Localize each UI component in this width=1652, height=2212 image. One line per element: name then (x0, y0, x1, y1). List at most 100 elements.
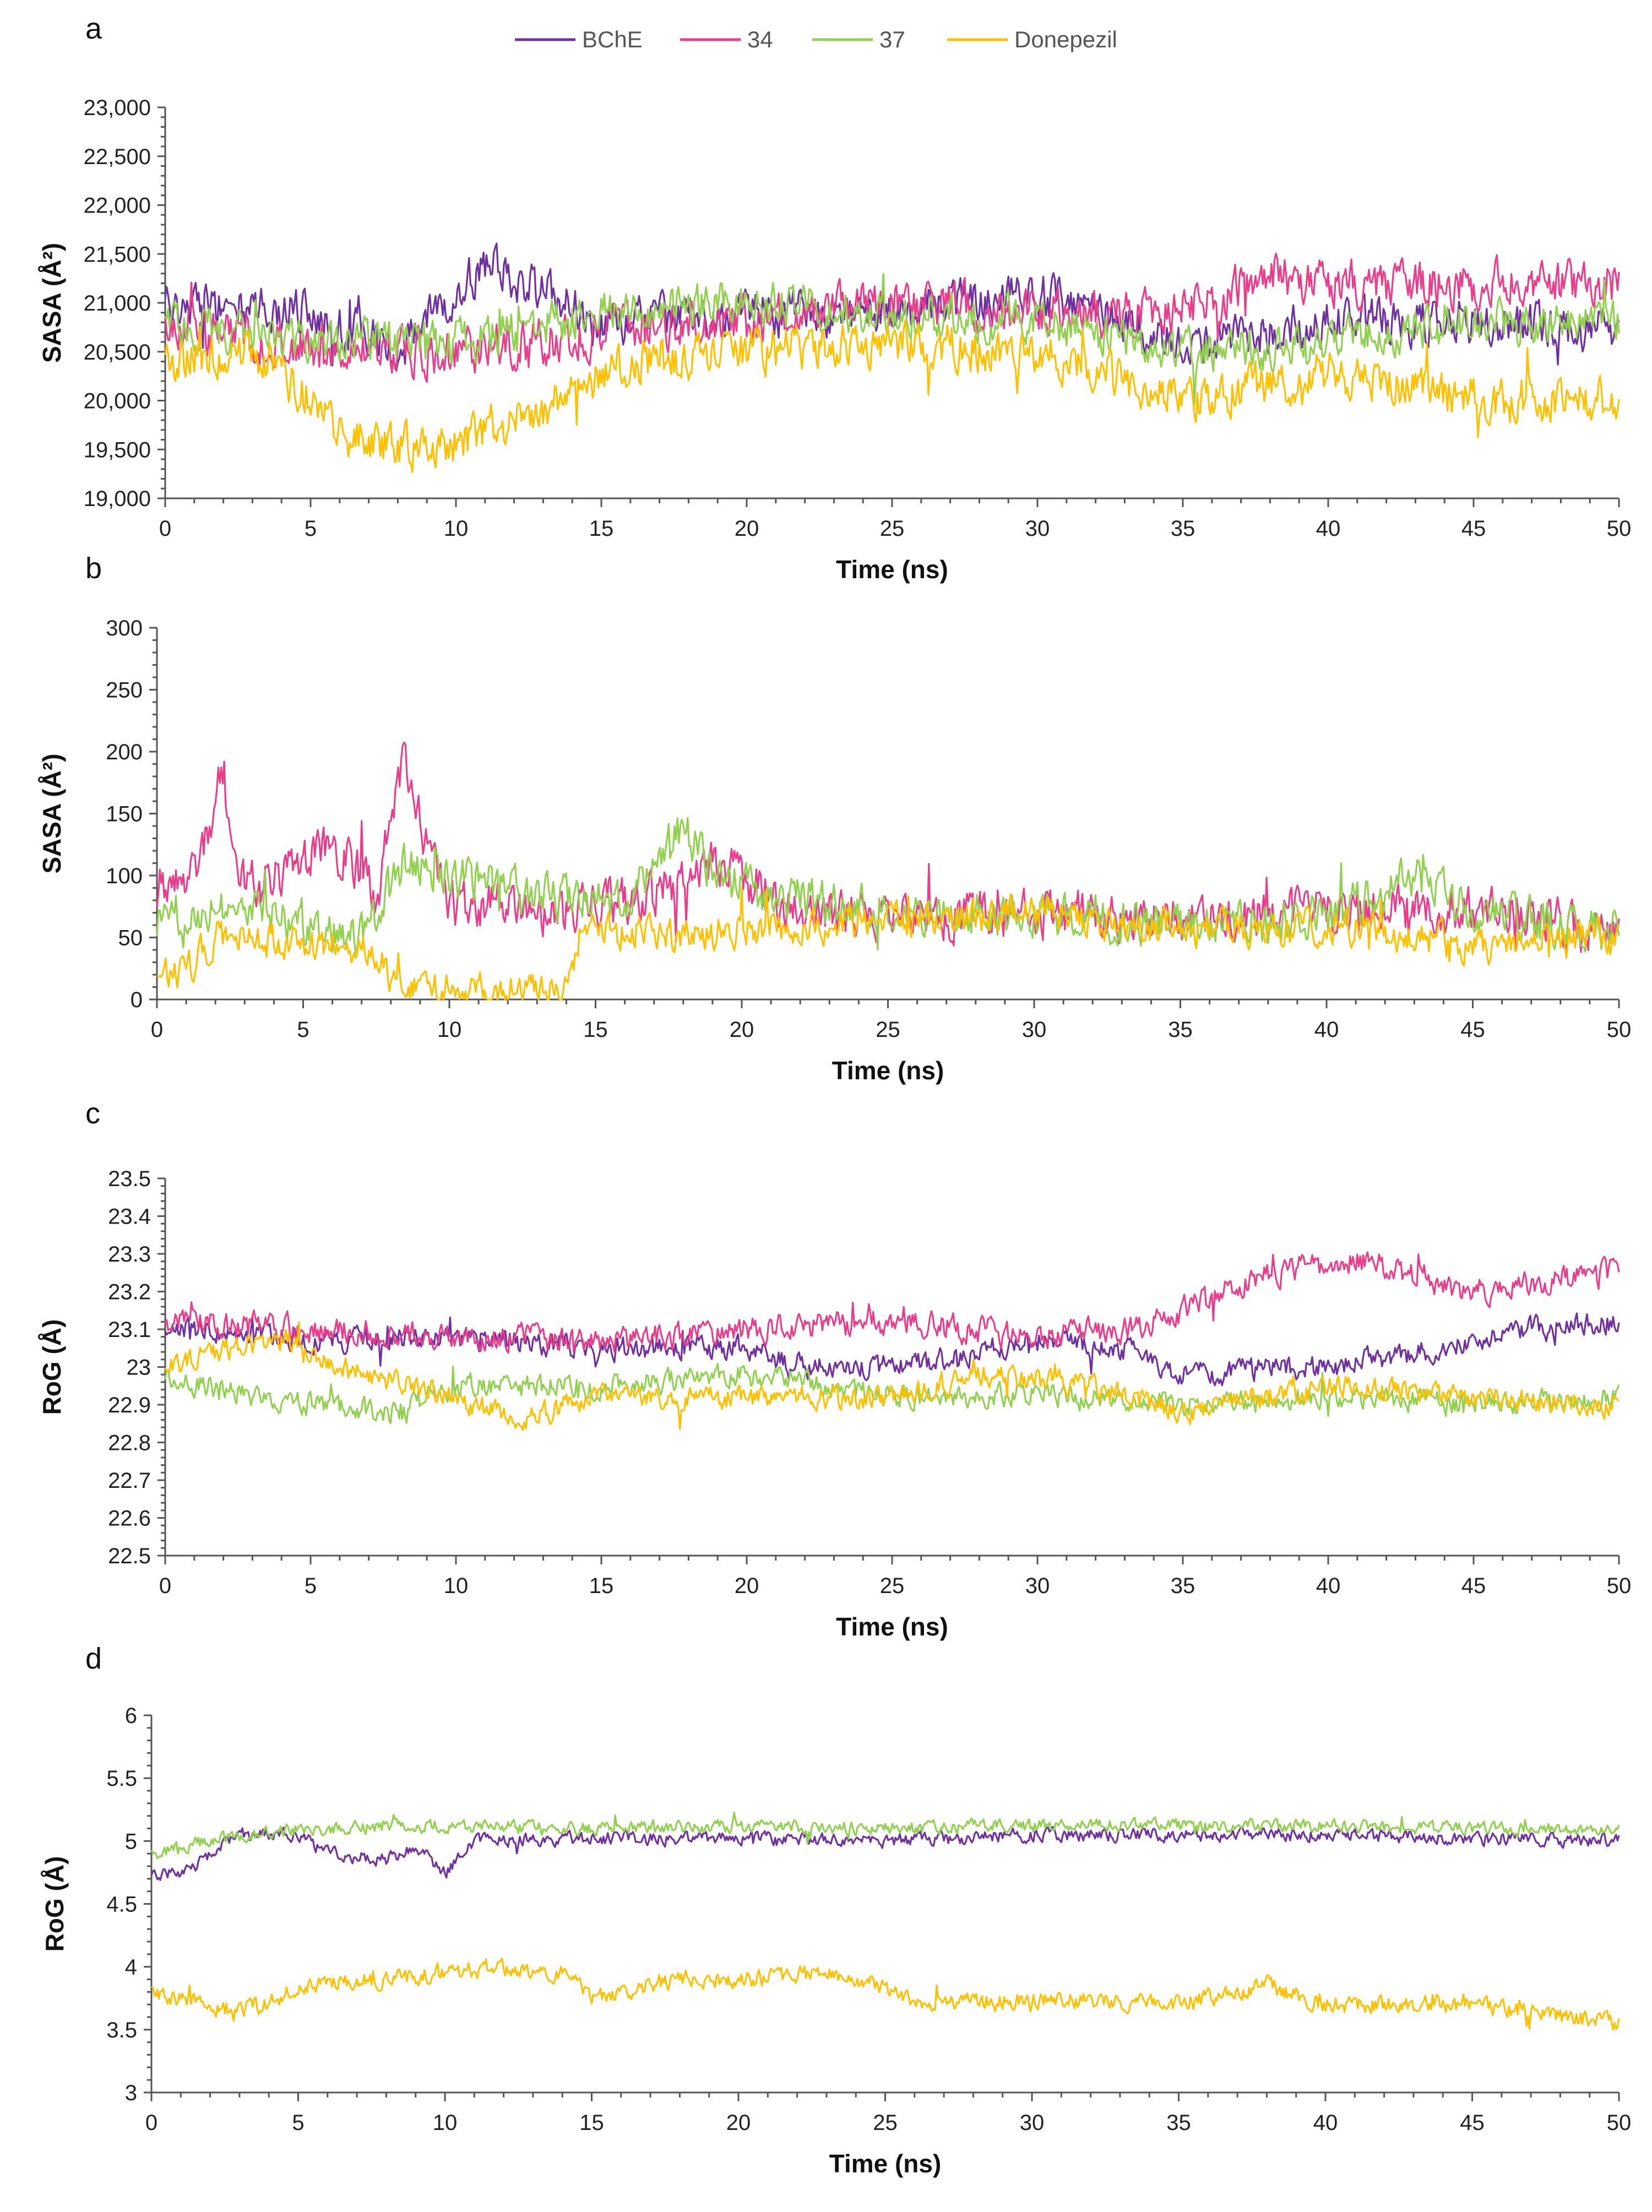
x-tick-label: 45 (1460, 2111, 1485, 2135)
x-tick-label: 15 (583, 1018, 608, 1042)
x-tick-label: 15 (589, 1574, 614, 1598)
y-tick-label: 22,000 (84, 194, 151, 218)
x-tick-label: 40 (1314, 1018, 1339, 1042)
y-tick-label: 0 (131, 988, 143, 1012)
y-tick-label: 22.6 (108, 1507, 151, 1531)
y-tick-label: 250 (106, 678, 143, 703)
legend-label: 34 (747, 26, 773, 52)
x-tick-label: 35 (1171, 1574, 1195, 1598)
x-tick-label: 45 (1461, 517, 1486, 541)
panel-letter: c (85, 1097, 100, 1130)
x-tick-label: 25 (876, 1018, 900, 1042)
x-tick-label: 35 (1166, 2111, 1191, 2135)
x-tick-label: 50 (1607, 1574, 1632, 1598)
x-tick-label: 25 (880, 1574, 905, 1598)
x-axis-title: Time (ns) (829, 2149, 942, 2178)
y-tick-label: 23.2 (108, 1280, 151, 1305)
y-tick-label: 5 (125, 1829, 137, 1854)
y-tick-label: 6 (125, 1704, 137, 1728)
y-axis-title: SASA (Å²) (37, 753, 66, 873)
x-tick-label: 5 (305, 517, 317, 541)
x-tick-label: 10 (444, 1574, 469, 1598)
panel-b-sasa-ligand: b 0 5 10 15 20 25 30 35 40 45 50 0 50 100 150 200 250 300 T… (37, 552, 1631, 1085)
x-tick-label: 50 (1607, 1018, 1632, 1042)
x-tick-label: 20 (735, 517, 759, 541)
x-tick-label: 45 (1461, 1574, 1486, 1598)
x-tick-label: 40 (1316, 1574, 1341, 1598)
x-tick-label: 40 (1313, 2111, 1338, 2135)
legend-item-34: 34 (680, 26, 773, 52)
y-tick-label: 200 (106, 740, 143, 764)
x-axis-title: Time (ns) (836, 1612, 948, 1641)
x-tick-label: 20 (730, 1018, 754, 1042)
x-tick-label: 30 (1020, 2111, 1045, 2135)
x-tick-label: 50 (1607, 2111, 1632, 2135)
legend-item-donepezil: Donepezil (947, 26, 1117, 52)
x-tick-label: 0 (145, 2111, 157, 2135)
x-tick-label: 25 (873, 2111, 898, 2135)
series-line-donepezil (151, 1959, 1619, 2030)
x-tick-label: 15 (589, 517, 614, 541)
series-line-34 (165, 1252, 1619, 1353)
y-tick-label: 21,000 (84, 291, 151, 316)
x-tick-label: 25 (880, 517, 905, 541)
x-tick-label: 50 (1607, 517, 1632, 541)
y-tick-label: 23 (127, 1356, 151, 1380)
x-tick-label: 5 (292, 2111, 304, 2135)
y-tick-label: 4 (125, 1955, 137, 1980)
series-line-bche (151, 1827, 1619, 1881)
y-tick-label: 22,500 (84, 145, 151, 169)
x-axis-title: Time (ns) (836, 555, 948, 584)
y-tick-label: 22.5 (108, 1544, 151, 1568)
y-axis-title: SASA (Å²) (37, 243, 66, 363)
legend: BChE 34 37 Donepezil (515, 26, 1117, 52)
x-axis-title: Time (ns) (832, 1056, 944, 1085)
y-tick-label: 23.5 (108, 1167, 151, 1191)
x-tick-label: 40 (1316, 517, 1341, 541)
x-tick-label: 10 (444, 517, 469, 541)
x-tick-label: 35 (1168, 1018, 1193, 1042)
y-tick-label: 4.5 (106, 1893, 137, 1917)
y-tick-label: 20,500 (84, 340, 151, 365)
y-tick-label: 5.5 (106, 1767, 137, 1791)
x-tick-label: 30 (1025, 1574, 1050, 1598)
panel-letter: a (85, 12, 102, 45)
x-tick-label: 0 (159, 517, 171, 541)
x-tick-label: 30 (1022, 1018, 1047, 1042)
y-axis-title: RoG (Å) (37, 1319, 66, 1415)
y-tick-label: 19,000 (84, 487, 151, 511)
x-tick-label: 5 (297, 1018, 309, 1042)
panel-d-rog-ligand: d 0 5 10 15 20 25 30 35 40 45 50 3 3.5 4 4.5 5 5.5 6 Time (… (40, 1642, 1631, 2178)
y-tick-label: 23.3 (108, 1242, 151, 1267)
x-tick-label: 5 (305, 1574, 317, 1598)
x-tick-label: 35 (1171, 517, 1195, 541)
y-tick-label: 22.7 (108, 1469, 151, 1493)
x-tick-label: 20 (726, 2111, 751, 2135)
legend-item-37: 37 (812, 26, 905, 52)
x-tick-label: 0 (151, 1018, 163, 1042)
y-tick-label: 19,500 (84, 438, 151, 462)
x-tick-label: 20 (735, 1574, 759, 1598)
y-tick-label: 22.9 (108, 1393, 151, 1417)
series-line-37 (151, 1812, 1619, 1858)
y-tick-label: 20,000 (84, 389, 151, 414)
y-axis-title: RoG (Å) (40, 1856, 69, 1952)
panel-c-rog-protein: c 0 5 10 15 20 25 30 35 40 45 50 22.5 22.6 22.7 22.8 22.… (37, 1097, 1631, 1641)
y-tick-label: 150 (106, 802, 143, 827)
y-tick-label: 100 (106, 864, 143, 888)
figure: BChE 34 37 Donepezil a0 5 10 15 20 25 30 35 40 45 501… (0, 0, 1652, 2212)
x-tick-label: 30 (1025, 517, 1050, 541)
y-tick-label: 22.8 (108, 1431, 151, 1455)
y-tick-label: 3 (125, 2081, 137, 2105)
panel-a-sasa-protein: a 0 5 10 15 20 25 30 35 40 45 50 19,000 19,500 20,000 2… (37, 12, 1631, 584)
y-tick-label: 3.5 (106, 2018, 137, 2042)
y-tick-label: 300 (106, 616, 143, 640)
x-tick-label: 0 (159, 1574, 171, 1598)
legend-item-bche: BChE (515, 26, 643, 52)
x-tick-label: 45 (1460, 1018, 1485, 1042)
x-tick-label: 10 (433, 2111, 458, 2135)
x-tick-label: 10 (437, 1018, 462, 1042)
legend-label: 37 (879, 26, 905, 52)
y-tick-label: 50 (118, 926, 143, 950)
legend-label: Donepezil (1014, 26, 1117, 52)
